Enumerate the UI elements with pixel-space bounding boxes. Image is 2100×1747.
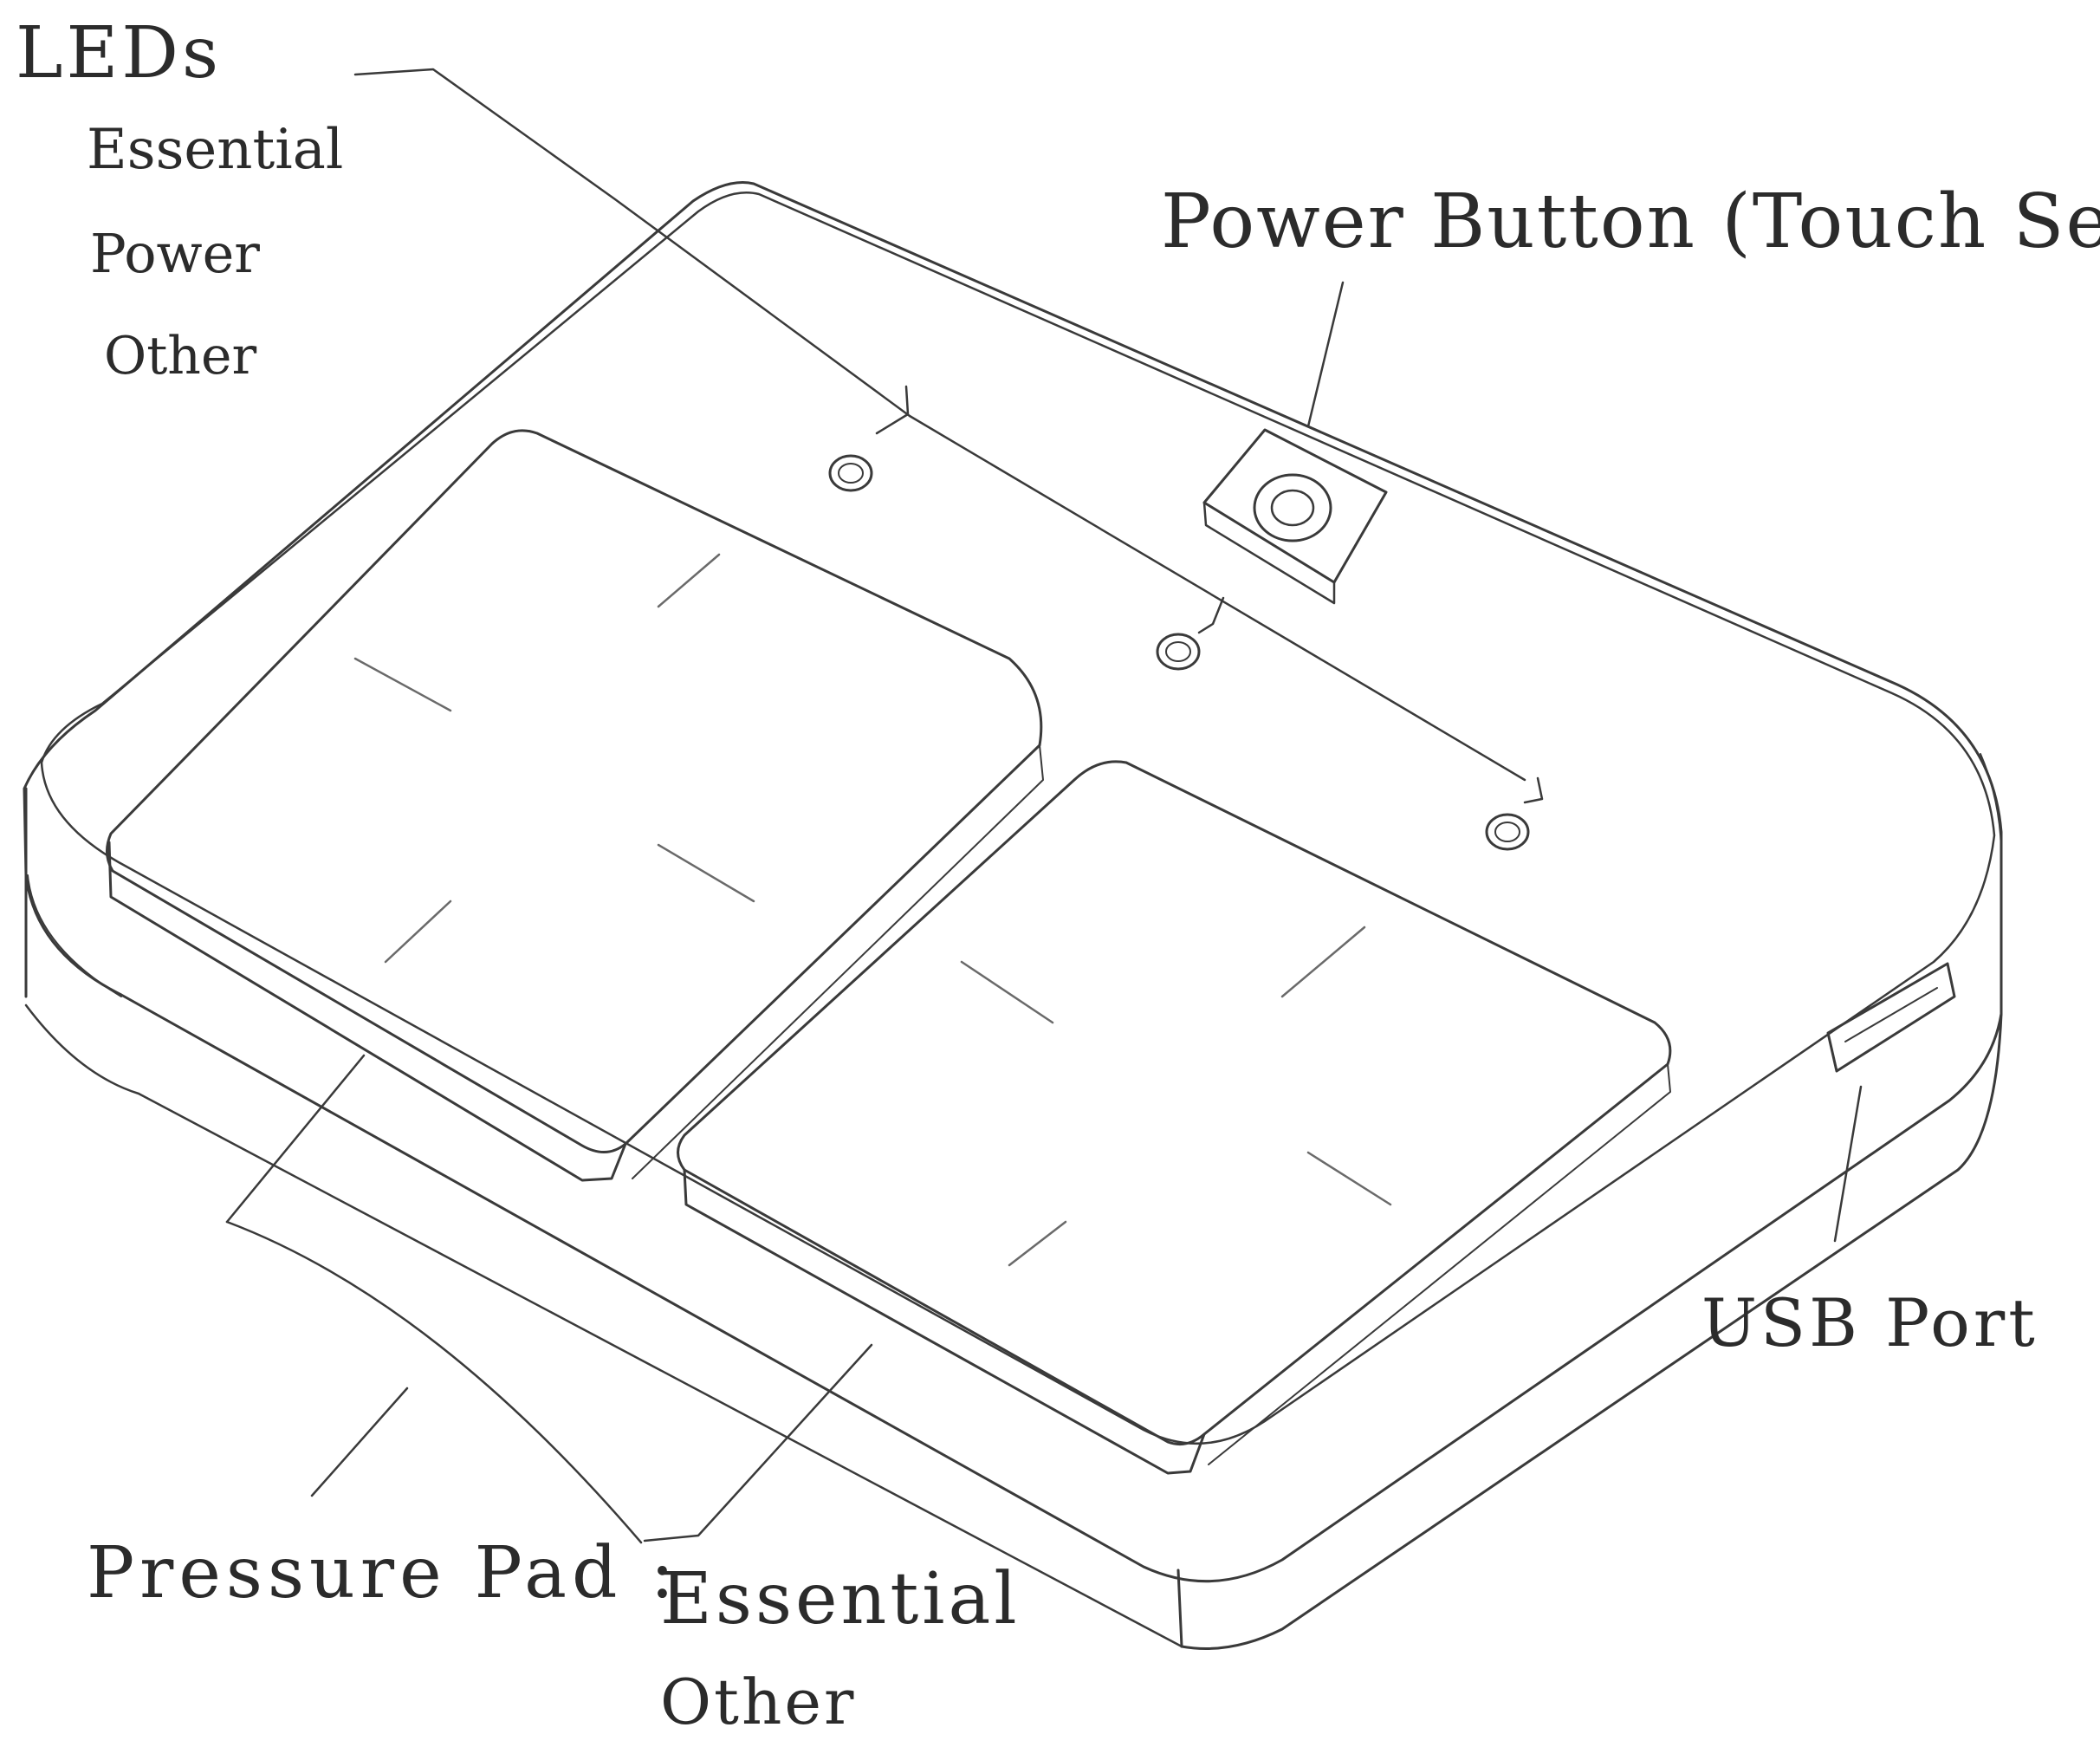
pressure-pad-other-label: Other [660, 1666, 857, 1738]
pressure-pad-essential-label: Essential [660, 1558, 1021, 1640]
leds-power-label: Power [90, 222, 260, 285]
pressure-pad-right [678, 762, 1671, 1473]
pressure-pad-label: Pressure Pad : [87, 1532, 680, 1614]
leds-label: LEDs [16, 12, 223, 94]
power-button [1204, 430, 1386, 603]
leds-essential-label: Essential [87, 118, 344, 182]
usb-port-label: USB Port [1701, 1284, 2038, 1361]
leader-lines [227, 69, 1861, 1542]
usb-port [1828, 964, 1954, 1071]
device-base [24, 183, 2001, 1649]
led-indicators [830, 456, 1528, 849]
power-button-label: Power Button (Touch Sensor [1161, 179, 2100, 265]
leds-other-label: Other [104, 326, 257, 386]
pressure-pad-left [107, 431, 1043, 1180]
